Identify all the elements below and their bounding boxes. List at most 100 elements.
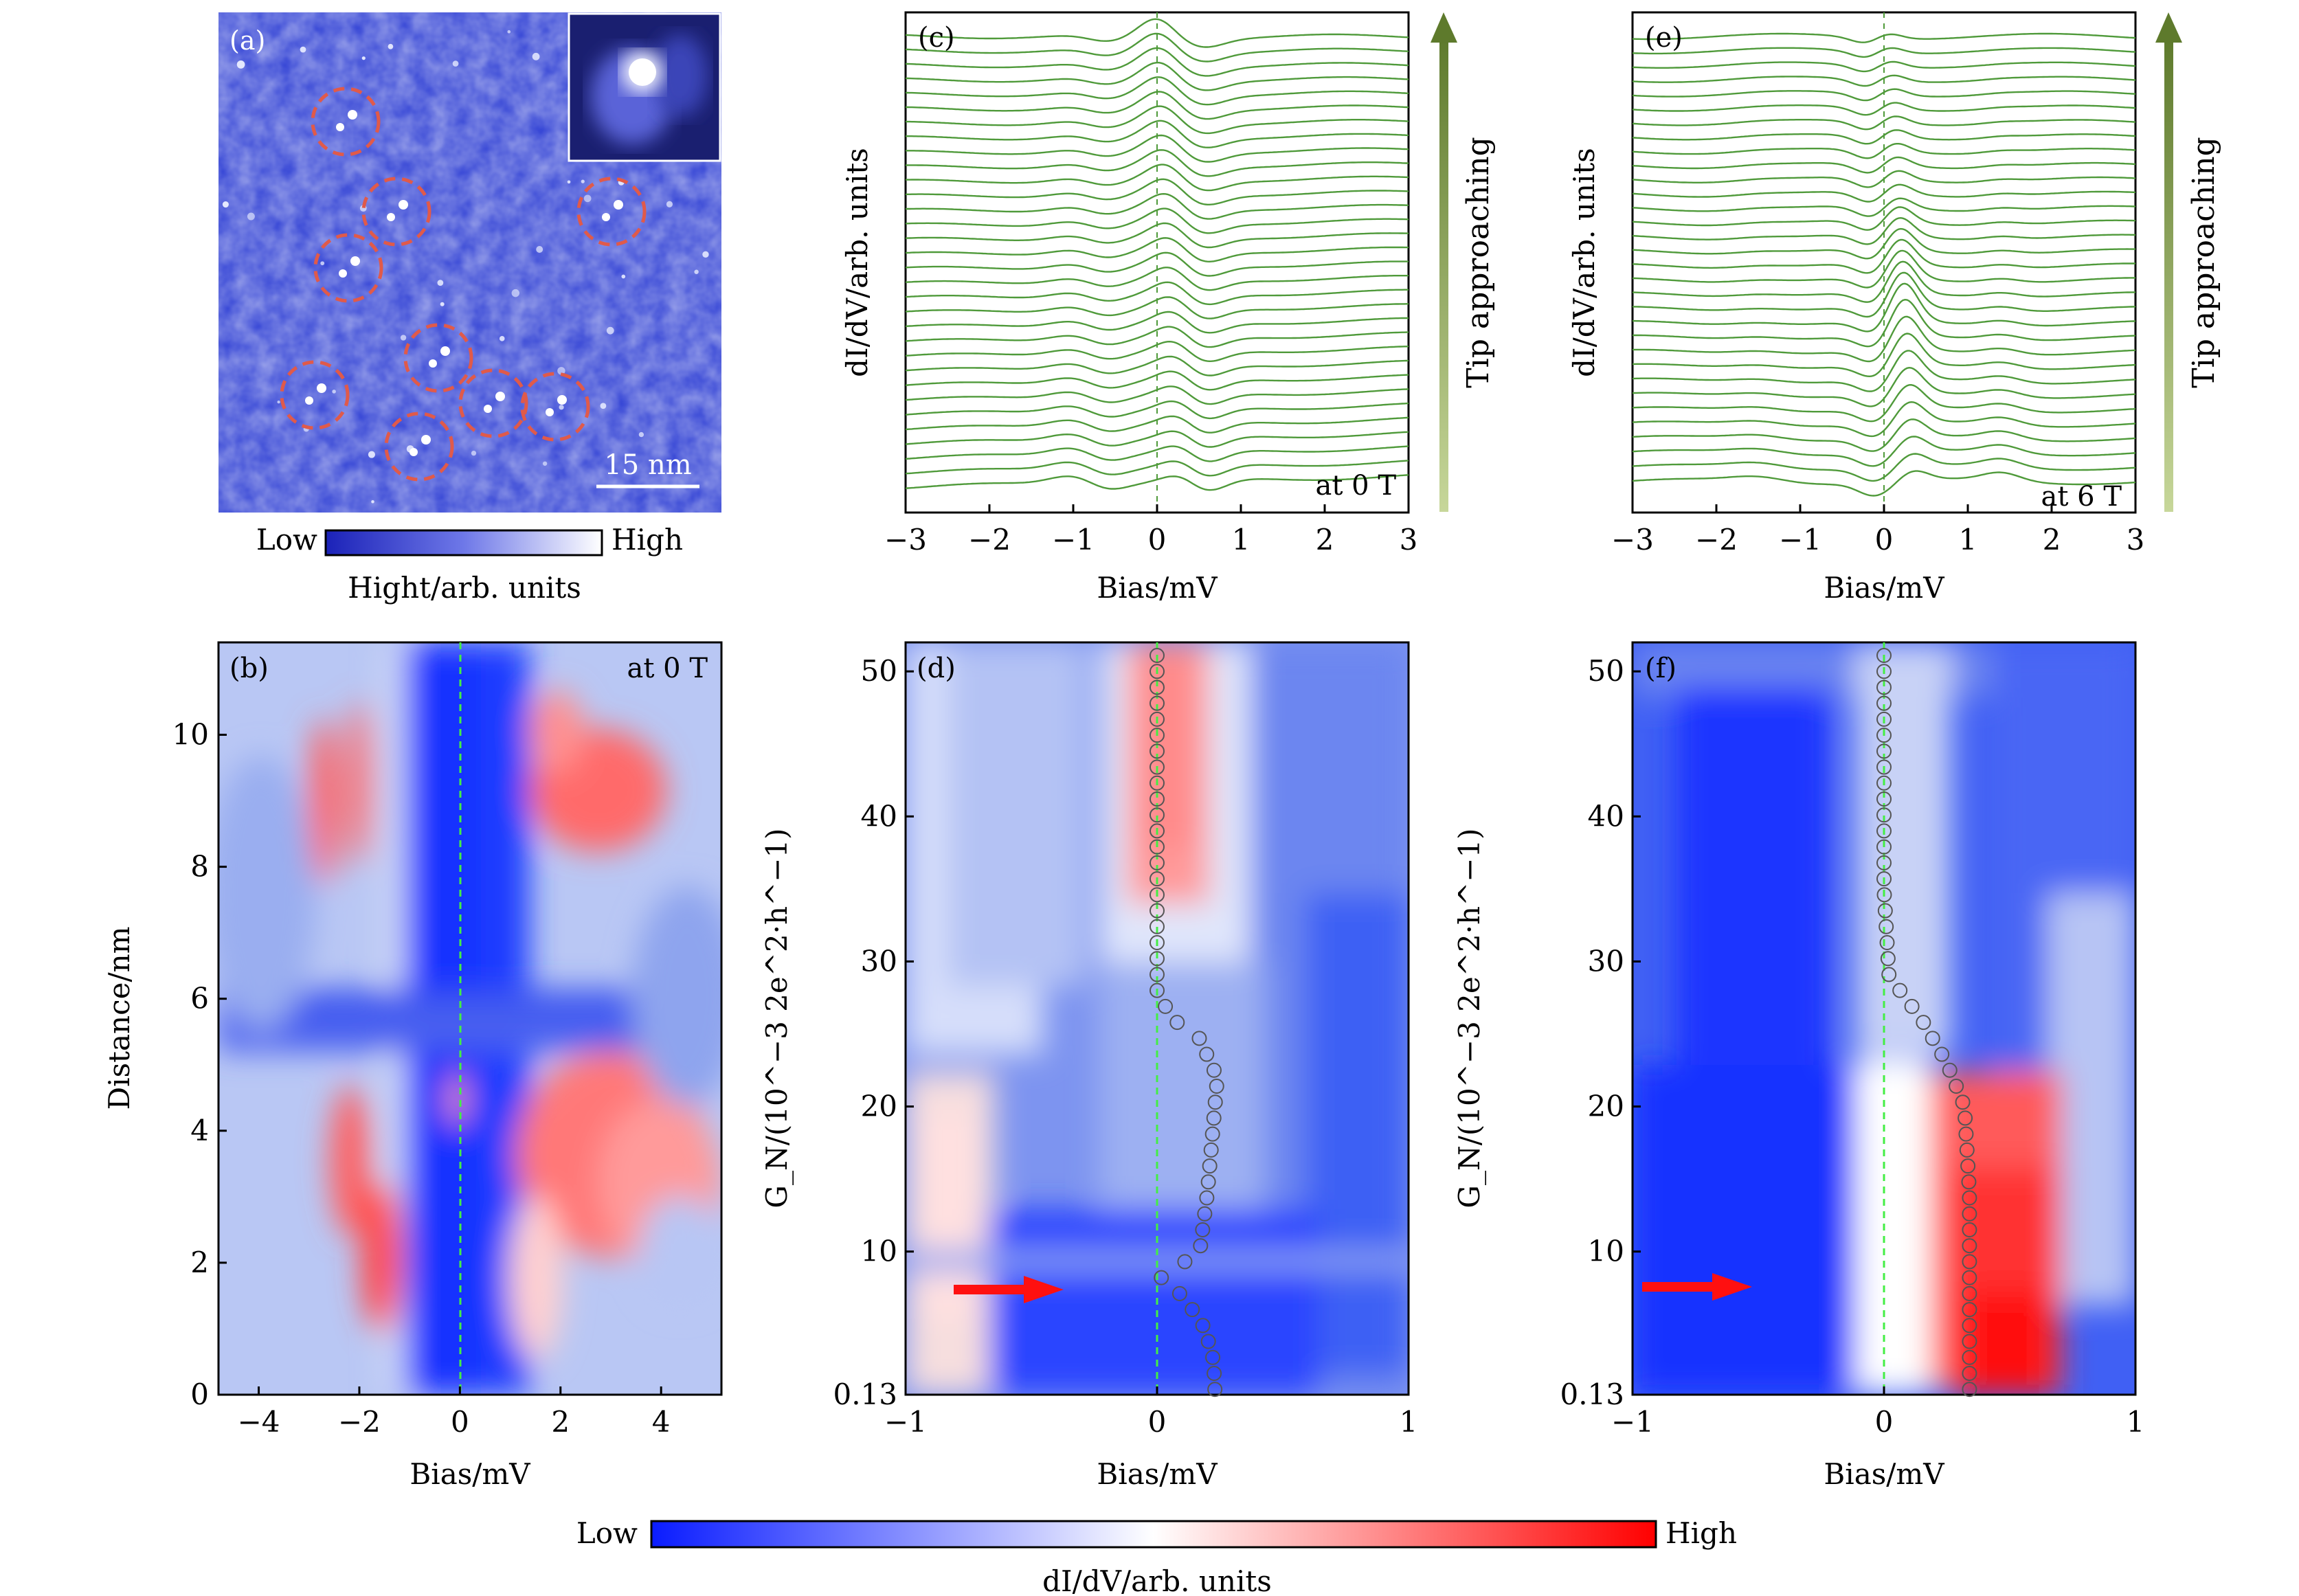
x-tick-label: 0 — [1875, 523, 1894, 557]
adatom-spot — [350, 256, 360, 266]
peak-marker — [1880, 951, 1896, 967]
peak-marker — [1209, 1078, 1224, 1094]
scale-bar-label: 15 nm — [604, 449, 691, 481]
y-tick-label: 40 — [1588, 799, 1624, 833]
peak-marker — [1150, 791, 1165, 807]
adatom-circle-3 — [313, 233, 383, 303]
adatom-spot — [348, 110, 357, 120]
adatom-circle-9 — [384, 412, 454, 482]
bright-spot — [332, 390, 336, 394]
panel-tag-d: (d) — [917, 653, 956, 684]
peak-marker — [1150, 728, 1165, 743]
adatom-spot — [495, 392, 505, 401]
peak-marker — [1958, 1126, 1974, 1142]
bright-spot — [300, 46, 306, 53]
x-tick-label: 0 — [451, 1405, 469, 1439]
axes-f: −1 0 1 0.13 10 20 30 40 50 — [1560, 654, 2144, 1439]
adatom-spot — [614, 200, 623, 210]
adatom-spot — [317, 383, 326, 393]
adatom-spots — [222, 30, 720, 504]
ylabel-e: dI/dV/arb. units — [1567, 148, 1601, 377]
spectrum-trace-19 — [906, 207, 1409, 234]
adatom-circles — [280, 87, 647, 482]
peak-marker — [1195, 1222, 1211, 1237]
bright-spot — [621, 274, 626, 279]
spectrum-trace-22 — [906, 164, 1409, 192]
y-tick-label: 0 — [190, 1378, 209, 1411]
peak-marker — [1879, 934, 1895, 950]
peak-marker — [1876, 807, 1892, 823]
spectrum-trace-30 — [1633, 60, 2135, 73]
peak-marker — [1962, 1302, 1977, 1318]
peak-marker — [1195, 1318, 1211, 1334]
x-tick-label: 1 — [2127, 1405, 2145, 1439]
bottom-colorbar-group: Low High dI/dV/arb. units — [576, 1516, 1737, 1596]
bottom-colorbar — [650, 1520, 1657, 1549]
peak-marker — [1150, 967, 1165, 982]
y-tick-label: 0.13 — [833, 1378, 897, 1411]
x-tick-label: −2 — [338, 1405, 381, 1439]
bright-spot — [499, 336, 505, 341]
peak-marker — [1150, 679, 1165, 695]
x-tick-label: −2 — [1695, 523, 1738, 557]
peak-marker — [1962, 1349, 1977, 1365]
field-label-c: at 0 T — [1316, 470, 1397, 502]
spectrum-trace-3 — [1633, 436, 2135, 467]
y-tick-label: 10 — [172, 717, 209, 751]
peak-marker — [1191, 1031, 1207, 1046]
peak-marker — [1942, 1062, 1958, 1078]
spectrum-trace-12 — [906, 311, 1409, 334]
peak-marker — [1150, 807, 1165, 823]
y-tick-label: 2 — [190, 1246, 209, 1279]
peak-marker — [1150, 743, 1165, 759]
x-tick-label: 2 — [1316, 523, 1334, 557]
y-tick-label: 0.13 — [1560, 1378, 1624, 1411]
ylabel-f: G_N/(10^−3 2e^2·h^−1) — [1453, 828, 1486, 1208]
adatom-circle-4 — [576, 177, 647, 247]
spectrum-trace-28 — [906, 76, 1409, 106]
peak-marker — [1958, 1110, 1973, 1126]
y-tick-label: 10 — [861, 1235, 897, 1268]
colorbar-a-high: High — [612, 523, 683, 557]
spectrum-trace-20 — [906, 192, 1409, 220]
peak-marker — [1200, 1334, 1216, 1349]
peak-marker — [1962, 1254, 1977, 1270]
bright-spot — [581, 179, 585, 183]
y-tick-label: 20 — [1588, 1090, 1624, 1123]
peak-marker — [1876, 887, 1892, 903]
panel-tag-b: (b) — [229, 653, 269, 684]
bottom-colorbar-low: Low — [576, 1516, 638, 1550]
peak-marker — [1150, 887, 1165, 903]
peak-marker — [1876, 871, 1892, 887]
red-arrow-d — [954, 1276, 1064, 1303]
spectrum-trace-6 — [906, 400, 1409, 420]
bright-spot — [638, 431, 644, 438]
peak-marker — [1876, 679, 1892, 695]
peak-marker — [1158, 998, 1174, 1014]
peak-marker — [1876, 855, 1892, 870]
xlabel-d: Bias/mV — [1097, 1457, 1218, 1491]
peak-marker — [1200, 1174, 1216, 1190]
x-tick-label: −1 — [884, 1405, 927, 1439]
spectrum-trace-31 — [906, 32, 1409, 63]
panel-tag-c: (c) — [918, 22, 955, 54]
adatom-spot — [557, 395, 567, 405]
arrow-label-c: Tip approaching — [1461, 137, 1496, 387]
adatom-spot — [339, 269, 347, 278]
bright-spot — [694, 269, 699, 274]
y-tick-label: 40 — [861, 799, 897, 833]
peak-marker — [1962, 1190, 1977, 1206]
x-tick-label: −1 — [1779, 523, 1821, 557]
bottom-colorbar-label: dI/dV/arb. units — [1042, 1564, 1272, 1596]
panel-tag-a: (a) — [229, 25, 265, 56]
adatom-circle-5 — [403, 323, 473, 393]
peak-marker — [1171, 1285, 1187, 1301]
bright-spot — [452, 60, 459, 67]
bright-spot — [600, 403, 607, 409]
bright-spot — [440, 302, 445, 306]
x-tick-label: 0 — [1148, 523, 1167, 557]
panel-b: (b) at 0 T −4 −2 0 2 4 0 2 4 6 8 10 Bias/mV Distan… — [102, 641, 723, 1491]
bright-spot — [247, 212, 255, 221]
y-tick-label: 10 — [1588, 1235, 1624, 1268]
